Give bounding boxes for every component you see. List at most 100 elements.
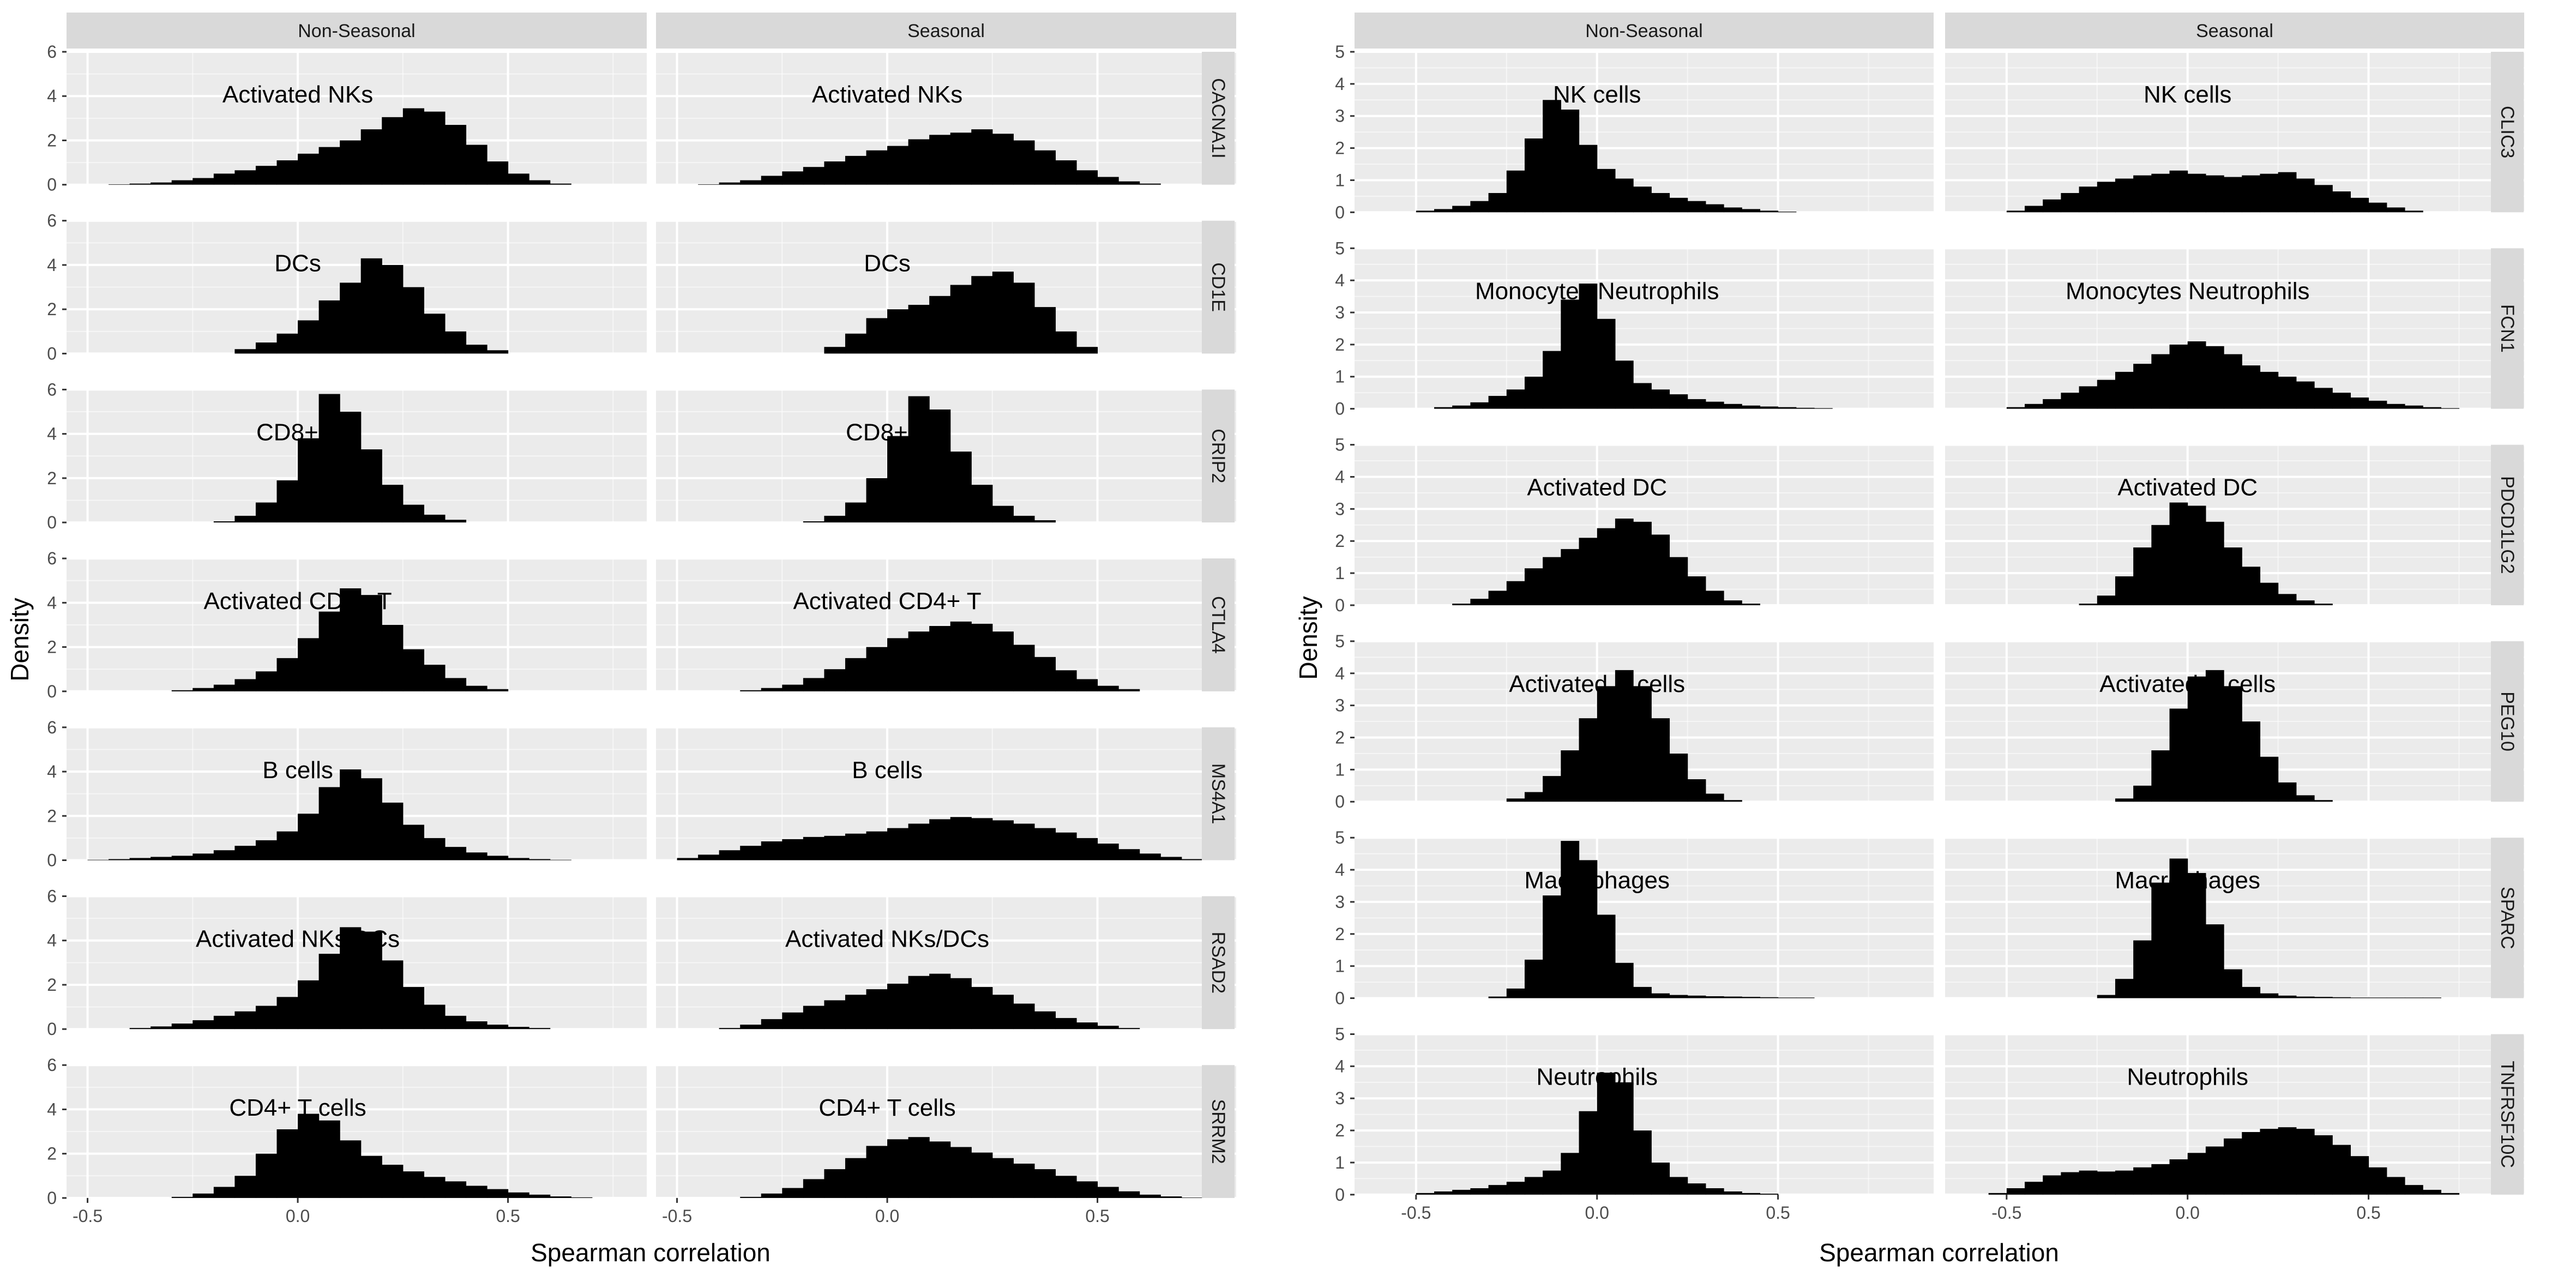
histogram-bar bbox=[1615, 962, 1634, 998]
histogram-bar bbox=[192, 688, 214, 691]
histogram-bar bbox=[1778, 997, 1797, 998]
histogram-bar bbox=[213, 173, 236, 185]
row-strip bbox=[2491, 641, 2524, 802]
histogram-bar bbox=[444, 1181, 467, 1198]
histogram-bar bbox=[1139, 183, 1161, 185]
histogram-bar bbox=[1488, 591, 1507, 605]
x-tick-label: -0.5 bbox=[1401, 1203, 1431, 1223]
histogram-bar bbox=[2260, 173, 2279, 213]
histogram-bar bbox=[740, 1196, 762, 1198]
histogram-bar bbox=[255, 1006, 278, 1030]
histogram-bar bbox=[2133, 940, 2152, 998]
histogram-bar bbox=[2115, 979, 2134, 998]
x-tick-label: 0.0 bbox=[1585, 1203, 1609, 1223]
y-tick-label: 2 bbox=[47, 1144, 57, 1164]
histogram-bar bbox=[382, 802, 404, 860]
histogram-bar bbox=[466, 345, 487, 354]
cell-type-label: Macrophages bbox=[2115, 867, 2260, 894]
cell-type-label: Activated B cells bbox=[2099, 671, 2276, 697]
histogram-bar bbox=[1160, 857, 1182, 860]
histogram-bar bbox=[2296, 795, 2315, 802]
histogram-bar bbox=[402, 108, 424, 185]
histogram-bar bbox=[782, 1188, 804, 1198]
histogram-bar bbox=[2386, 1177, 2405, 1195]
histogram-bar bbox=[1139, 853, 1161, 860]
histogram-bar bbox=[803, 521, 825, 523]
histogram-bar bbox=[2242, 365, 2261, 409]
histogram-bar bbox=[2169, 344, 2188, 409]
cell-type-label: DCs bbox=[274, 250, 321, 277]
histogram-bar bbox=[1705, 204, 1724, 213]
histogram-bar bbox=[866, 318, 888, 354]
histogram-bar bbox=[318, 954, 340, 1030]
histogram-bar bbox=[360, 129, 382, 185]
histogram-bar bbox=[129, 858, 151, 860]
histogram-bar bbox=[1097, 1026, 1119, 1030]
histogram-bar bbox=[424, 665, 446, 691]
histogram-bar bbox=[2278, 782, 2297, 802]
histogram-bar bbox=[1597, 914, 1616, 998]
histogram-bar bbox=[382, 1164, 404, 1198]
y-tick-label: 5 bbox=[1335, 435, 1345, 455]
y-tick-label: 4 bbox=[1335, 664, 1345, 683]
histogram-bar bbox=[234, 170, 256, 185]
histogram-bar bbox=[298, 1114, 320, 1198]
histogram-bar bbox=[171, 1024, 193, 1030]
histogram-bar bbox=[2169, 858, 2188, 998]
histogram-bar bbox=[1705, 996, 1724, 998]
histogram-bar bbox=[2260, 1129, 2279, 1195]
histogram-bar bbox=[192, 1193, 214, 1198]
histogram-bar bbox=[992, 631, 1014, 691]
cell-type-label: Activated NKs bbox=[222, 81, 373, 108]
y-tick-label: 0 bbox=[47, 175, 57, 195]
y-tick-label: 2 bbox=[47, 299, 57, 319]
column-strip-label: Seasonal bbox=[907, 21, 985, 41]
histogram-bar bbox=[992, 505, 1014, 523]
histogram-bar bbox=[887, 309, 909, 354]
histogram-bar bbox=[2423, 1189, 2441, 1195]
y-tick-label: 3 bbox=[1335, 303, 1345, 322]
histogram-bar bbox=[677, 858, 699, 860]
x-tick-label: 0.0 bbox=[875, 1206, 899, 1226]
histogram-bar bbox=[1742, 1193, 1760, 1195]
histogram-bar bbox=[213, 684, 236, 691]
cell-type-label: Neutrophils bbox=[2127, 1064, 2248, 1091]
histogram-bar bbox=[2242, 721, 2261, 802]
histogram-bar bbox=[740, 846, 762, 860]
histogram-bar bbox=[444, 678, 467, 691]
y-tick-label: 1 bbox=[1335, 760, 1345, 779]
histogram-bar bbox=[550, 1196, 571, 1198]
histogram-bar bbox=[1615, 1082, 1634, 1195]
histogram-bar bbox=[171, 180, 193, 185]
histogram-bar bbox=[929, 135, 951, 185]
histogram-bar bbox=[1778, 407, 1797, 409]
histogram-bar bbox=[782, 171, 804, 185]
histogram-bar bbox=[2314, 800, 2333, 802]
histogram-bar bbox=[109, 184, 130, 185]
histogram-bar bbox=[382, 264, 404, 354]
histogram-bar bbox=[2386, 404, 2405, 409]
histogram-bar bbox=[1118, 849, 1140, 860]
histogram-bar bbox=[845, 1158, 867, 1198]
row-strip-label: FCN1 bbox=[2497, 304, 2518, 353]
histogram-bar bbox=[1055, 331, 1077, 354]
histogram-bar bbox=[992, 134, 1014, 185]
histogram-bar bbox=[1470, 599, 1489, 605]
histogram-bar bbox=[803, 167, 825, 185]
histogram-bar bbox=[318, 147, 340, 185]
histogram-bar bbox=[1705, 401, 1724, 409]
histogram-bar bbox=[444, 125, 467, 185]
histogram-bar bbox=[2224, 354, 2242, 409]
row-strip-label: PEG10 bbox=[2497, 691, 2518, 751]
histogram-bar bbox=[950, 133, 972, 185]
histogram-bar bbox=[1615, 518, 1634, 605]
column-strip-label: Seasonal bbox=[2196, 21, 2273, 41]
histogram-bar bbox=[1633, 383, 1652, 409]
histogram-bar bbox=[929, 296, 951, 354]
histogram-bar bbox=[887, 983, 909, 1030]
histogram-bar bbox=[1118, 1028, 1140, 1030]
histogram-bar bbox=[424, 838, 446, 860]
row-strip bbox=[1202, 558, 1235, 691]
histogram-bar bbox=[1506, 1182, 1525, 1195]
y-tick-label: 4 bbox=[47, 255, 57, 275]
